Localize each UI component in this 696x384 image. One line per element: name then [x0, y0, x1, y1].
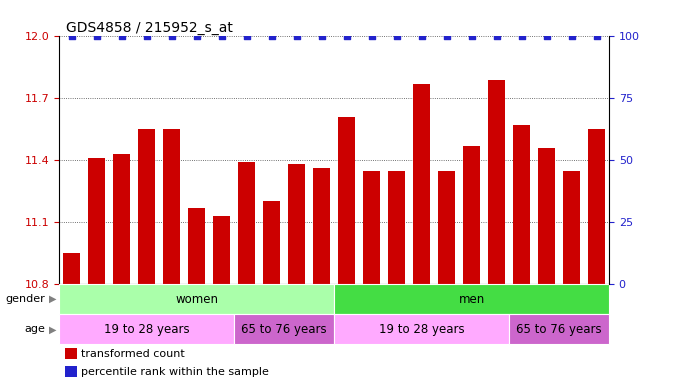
Text: ▶: ▶	[49, 294, 56, 304]
Point	[366, 33, 377, 40]
Text: transformed count: transformed count	[81, 349, 185, 359]
Text: women: women	[175, 293, 218, 306]
Bar	[59, 284, 334, 314]
Point	[191, 33, 203, 40]
Point	[166, 33, 177, 40]
Point	[116, 33, 127, 40]
Bar	[513, 125, 530, 284]
Bar	[163, 129, 180, 284]
Text: ▶: ▶	[49, 324, 56, 334]
Point	[416, 33, 427, 40]
Point	[91, 33, 102, 40]
Point	[516, 33, 527, 40]
Bar	[388, 170, 405, 284]
Bar	[563, 170, 580, 284]
Text: 65 to 76 years: 65 to 76 years	[516, 323, 602, 336]
Bar	[88, 158, 105, 284]
Bar	[488, 80, 505, 284]
Point	[491, 33, 502, 40]
Bar	[334, 284, 609, 314]
Text: age: age	[24, 324, 45, 334]
Bar	[59, 314, 234, 344]
Bar	[463, 146, 480, 284]
Bar	[188, 208, 205, 284]
Point	[341, 33, 352, 40]
Text: 19 to 28 years: 19 to 28 years	[379, 323, 464, 336]
Bar	[509, 314, 609, 344]
Bar	[65, 348, 77, 359]
Point	[291, 33, 302, 40]
Bar	[113, 154, 130, 284]
Bar	[63, 253, 81, 284]
Point	[216, 33, 227, 40]
Text: 65 to 76 years: 65 to 76 years	[242, 323, 327, 336]
Bar	[363, 170, 380, 284]
Bar	[238, 162, 255, 284]
Bar	[338, 117, 356, 284]
Text: men: men	[459, 293, 484, 306]
Point	[66, 33, 77, 40]
Bar	[334, 314, 509, 344]
Point	[391, 33, 402, 40]
Bar	[538, 148, 555, 284]
Point	[241, 33, 252, 40]
Text: gender: gender	[6, 294, 45, 304]
Bar	[234, 314, 334, 344]
Bar	[288, 164, 306, 284]
Bar	[438, 170, 455, 284]
Point	[266, 33, 277, 40]
Bar	[213, 216, 230, 284]
Bar	[65, 366, 77, 377]
Point	[541, 33, 552, 40]
Point	[441, 33, 452, 40]
Point	[591, 33, 602, 40]
Point	[141, 33, 152, 40]
Point	[466, 33, 477, 40]
Text: 19 to 28 years: 19 to 28 years	[104, 323, 189, 336]
Bar	[413, 84, 430, 284]
Text: percentile rank within the sample: percentile rank within the sample	[81, 367, 269, 377]
Point	[566, 33, 577, 40]
Bar	[138, 129, 155, 284]
Point	[316, 33, 327, 40]
Bar	[587, 129, 606, 284]
Bar	[263, 202, 280, 284]
Text: GDS4858 / 215952_s_at: GDS4858 / 215952_s_at	[66, 21, 233, 35]
Bar	[313, 169, 331, 284]
